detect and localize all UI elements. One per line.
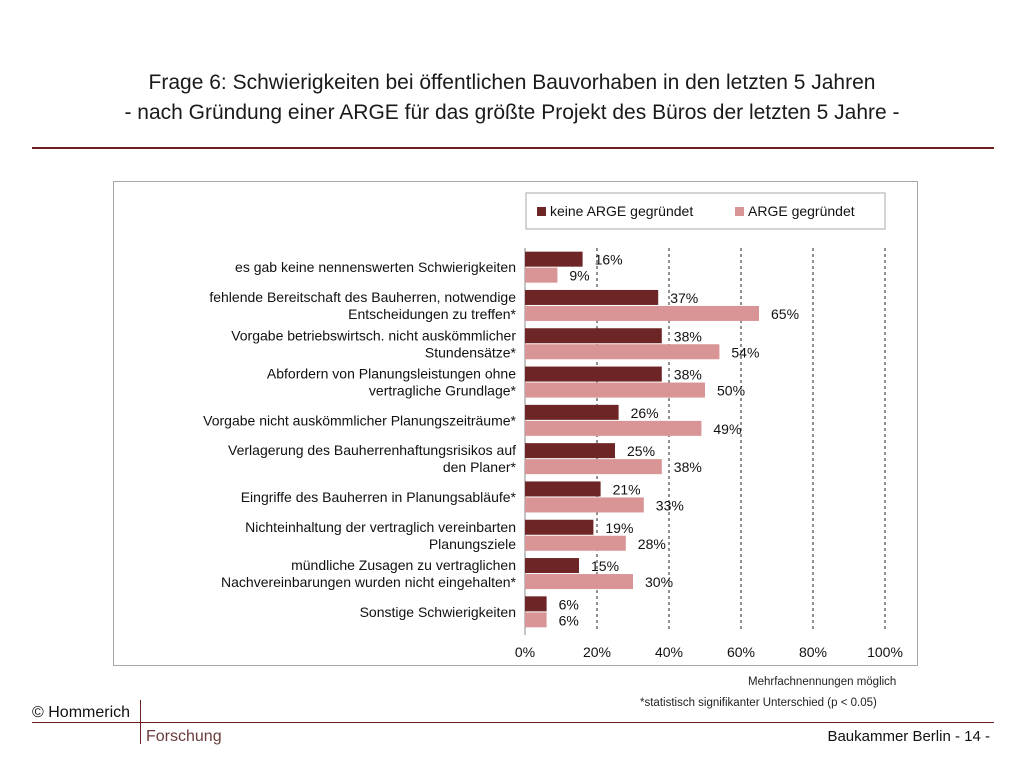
category-label: Nachvereinbarungen wurden nicht eingehal… bbox=[221, 574, 517, 590]
data-label-arge: 28% bbox=[638, 536, 666, 552]
bar-arge bbox=[525, 612, 547, 628]
bar-arge bbox=[525, 535, 626, 551]
category-label: vertragliche Grundlage* bbox=[369, 383, 517, 399]
title-line-2: - nach Gründung einer ARGE für das größt… bbox=[124, 101, 900, 124]
data-label-keine-arge: 19% bbox=[605, 520, 633, 536]
bar-keine-arge bbox=[525, 289, 659, 305]
legend-box bbox=[525, 192, 886, 230]
category-label: mündliche Zusagen zu vertraglichen bbox=[291, 557, 516, 573]
footer-vertical-divider bbox=[140, 700, 141, 744]
bar-keine-arge bbox=[525, 328, 662, 344]
bar-keine-arge bbox=[525, 558, 579, 574]
data-label-keine-arge: 26% bbox=[631, 405, 659, 421]
data-label-keine-arge: 6% bbox=[559, 596, 579, 612]
bar-arge bbox=[525, 420, 702, 436]
category-label: Sonstige Schwierigkeiten bbox=[360, 604, 516, 620]
page-footer-right: Baukammer Berlin - 14 - bbox=[827, 728, 990, 745]
data-label-keine-arge: 25% bbox=[627, 443, 655, 459]
bar-arge bbox=[525, 267, 558, 283]
legend-swatch-keine-arge bbox=[537, 207, 546, 216]
data-label-arge: 6% bbox=[559, 612, 579, 628]
x-tick-label: 40% bbox=[655, 644, 683, 660]
bar-arge bbox=[525, 574, 633, 590]
bar-arge bbox=[525, 344, 720, 360]
multiple-answers-note: Mehrfachnennungen möglich bbox=[748, 676, 897, 688]
data-label-arge: 65% bbox=[771, 306, 799, 322]
category-label: Eingriffe des Bauherren in Planungsabläu… bbox=[241, 489, 517, 505]
significance-note: *statistisch signifikanter Unterschied (… bbox=[640, 697, 877, 709]
forschung-label: Forschung bbox=[146, 728, 222, 745]
slide-title: Frage 6: Schwierigkeiten bei öffentliche… bbox=[0, 68, 1024, 128]
bar-keine-arge bbox=[525, 443, 615, 459]
bar-keine-arge bbox=[525, 596, 547, 612]
legend-label-keine-arge: keine ARGE gegründet bbox=[550, 203, 693, 219]
category-label: Abfordern von Planungsleistungen ohne bbox=[267, 366, 516, 382]
data-label-arge: 54% bbox=[731, 344, 759, 360]
x-tick-label: 60% bbox=[727, 644, 755, 660]
data-label-keine-arge: 21% bbox=[613, 481, 641, 497]
data-label-arge: 33% bbox=[656, 497, 684, 513]
x-tick-label: 20% bbox=[583, 644, 611, 660]
category-label: Vorgabe nicht auskömmlicher Planungszeit… bbox=[203, 412, 516, 428]
footer-divider bbox=[32, 722, 994, 723]
legend-swatch-arge bbox=[735, 207, 744, 216]
data-label-arge: 38% bbox=[674, 459, 702, 475]
bar-arge bbox=[525, 459, 662, 475]
category-label: Verlagerung des Bauherrenhaftungsrisikos… bbox=[228, 442, 516, 458]
data-label-keine-arge: 37% bbox=[670, 290, 698, 306]
x-tick-label: 0% bbox=[515, 644, 535, 660]
bar-keine-arge bbox=[525, 519, 594, 535]
title-line-1: Frage 6: Schwierigkeiten bei öffentliche… bbox=[148, 71, 876, 94]
bar-arge bbox=[525, 497, 644, 513]
data-label-arge: 49% bbox=[713, 421, 741, 437]
category-label: Vorgabe betriebswirtsch. nicht auskömmli… bbox=[231, 327, 516, 343]
x-tick-label: 80% bbox=[799, 644, 827, 660]
data-label-arge: 9% bbox=[569, 268, 589, 284]
category-label: es gab keine nennenswerten Schwierigkeit… bbox=[235, 259, 516, 275]
data-label-arge: 30% bbox=[645, 574, 673, 590]
title-divider bbox=[32, 147, 994, 149]
data-label-keine-arge: 16% bbox=[595, 252, 623, 268]
data-label-keine-arge: 15% bbox=[591, 558, 619, 574]
category-label: fehlende Bereitschaft des Bauherren, not… bbox=[209, 289, 516, 305]
bar-arge bbox=[525, 305, 759, 321]
category-label: Entscheidungen zu treffen* bbox=[348, 306, 516, 322]
category-label: Nichteinhaltung der vertraglich vereinba… bbox=[245, 519, 516, 535]
bar-keine-arge bbox=[525, 366, 662, 382]
bar-keine-arge bbox=[525, 481, 601, 497]
category-label: Stundensätze* bbox=[425, 344, 517, 360]
data-label-keine-arge: 38% bbox=[674, 328, 702, 344]
legend-label-arge: ARGE gegründet bbox=[748, 203, 855, 219]
category-label: den Planer* bbox=[443, 459, 517, 475]
x-tick-label: 100% bbox=[867, 644, 903, 660]
category-label: Planungsziele bbox=[429, 536, 516, 552]
bar-arge bbox=[525, 382, 705, 398]
data-label-keine-arge: 38% bbox=[674, 367, 702, 383]
chart-frame bbox=[113, 181, 918, 666]
bar-keine-arge bbox=[525, 251, 583, 267]
copyright-label: © Hommerich bbox=[32, 704, 131, 721]
data-label-arge: 50% bbox=[717, 383, 745, 399]
bar-keine-arge bbox=[525, 404, 619, 420]
